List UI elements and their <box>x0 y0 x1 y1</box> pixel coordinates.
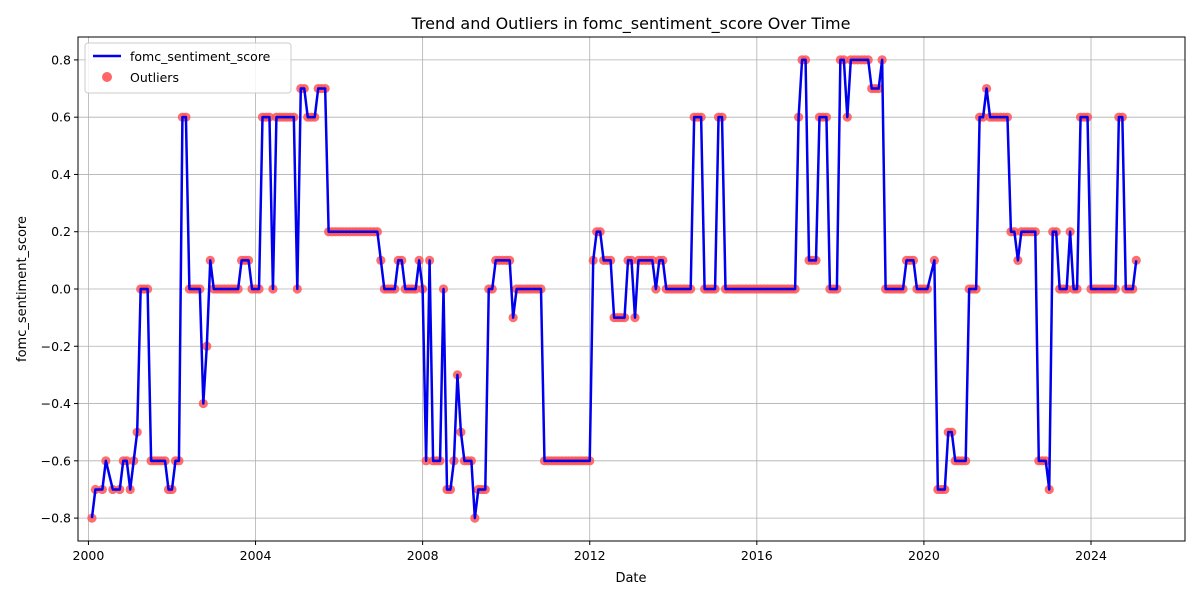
y-tick-label: −0.2 <box>41 339 71 354</box>
x-axis-title: Date <box>615 571 646 586</box>
x-tick-label: 2012 <box>574 548 606 563</box>
x-tick-label: 2024 <box>1075 548 1107 563</box>
legend-box <box>84 42 292 94</box>
outlier-points-group <box>87 55 1141 523</box>
series-line-group <box>90 58 1138 520</box>
y-tick-label: −0.4 <box>41 396 71 411</box>
legend-label-outliers: Outliers <box>130 70 179 85</box>
y-tick-label: 0.6 <box>51 110 71 125</box>
chart-title: Trend and Outliers in fomc_sentiment_sco… <box>411 14 851 34</box>
y-axis-title: fomc_sentiment_score <box>15 216 30 362</box>
legend-marker-swatch <box>102 72 112 82</box>
series-line <box>90 58 1138 520</box>
x-tick-label: 2016 <box>741 548 773 563</box>
y-tick-label: −0.6 <box>41 453 71 468</box>
grid-lines <box>78 37 1185 541</box>
y-axis: −0.8 −0.6 −0.4 −0.2 0.0 0.2 0.4 0.6 0.8 <box>41 52 78 526</box>
legend-label-line: fomc_sentiment_score <box>130 49 271 64</box>
y-tick-label: 0.4 <box>51 167 71 182</box>
y-tick-label: 0.8 <box>51 52 71 67</box>
x-axis: 2000 2004 2008 2012 2016 2020 2024 <box>73 541 1107 563</box>
x-tick-label: 2004 <box>240 548 272 563</box>
outlier-point <box>87 513 97 523</box>
y-tick-label: 0.2 <box>51 224 71 239</box>
x-tick-label: 2008 <box>407 548 439 563</box>
y-tick-label: 0.0 <box>51 282 71 297</box>
legend: fomc_sentiment_score Outliers <box>84 42 292 94</box>
y-tick-label: −0.8 <box>41 511 71 526</box>
x-tick-label: 2020 <box>908 548 940 563</box>
x-tick-label: 2000 <box>73 548 105 563</box>
